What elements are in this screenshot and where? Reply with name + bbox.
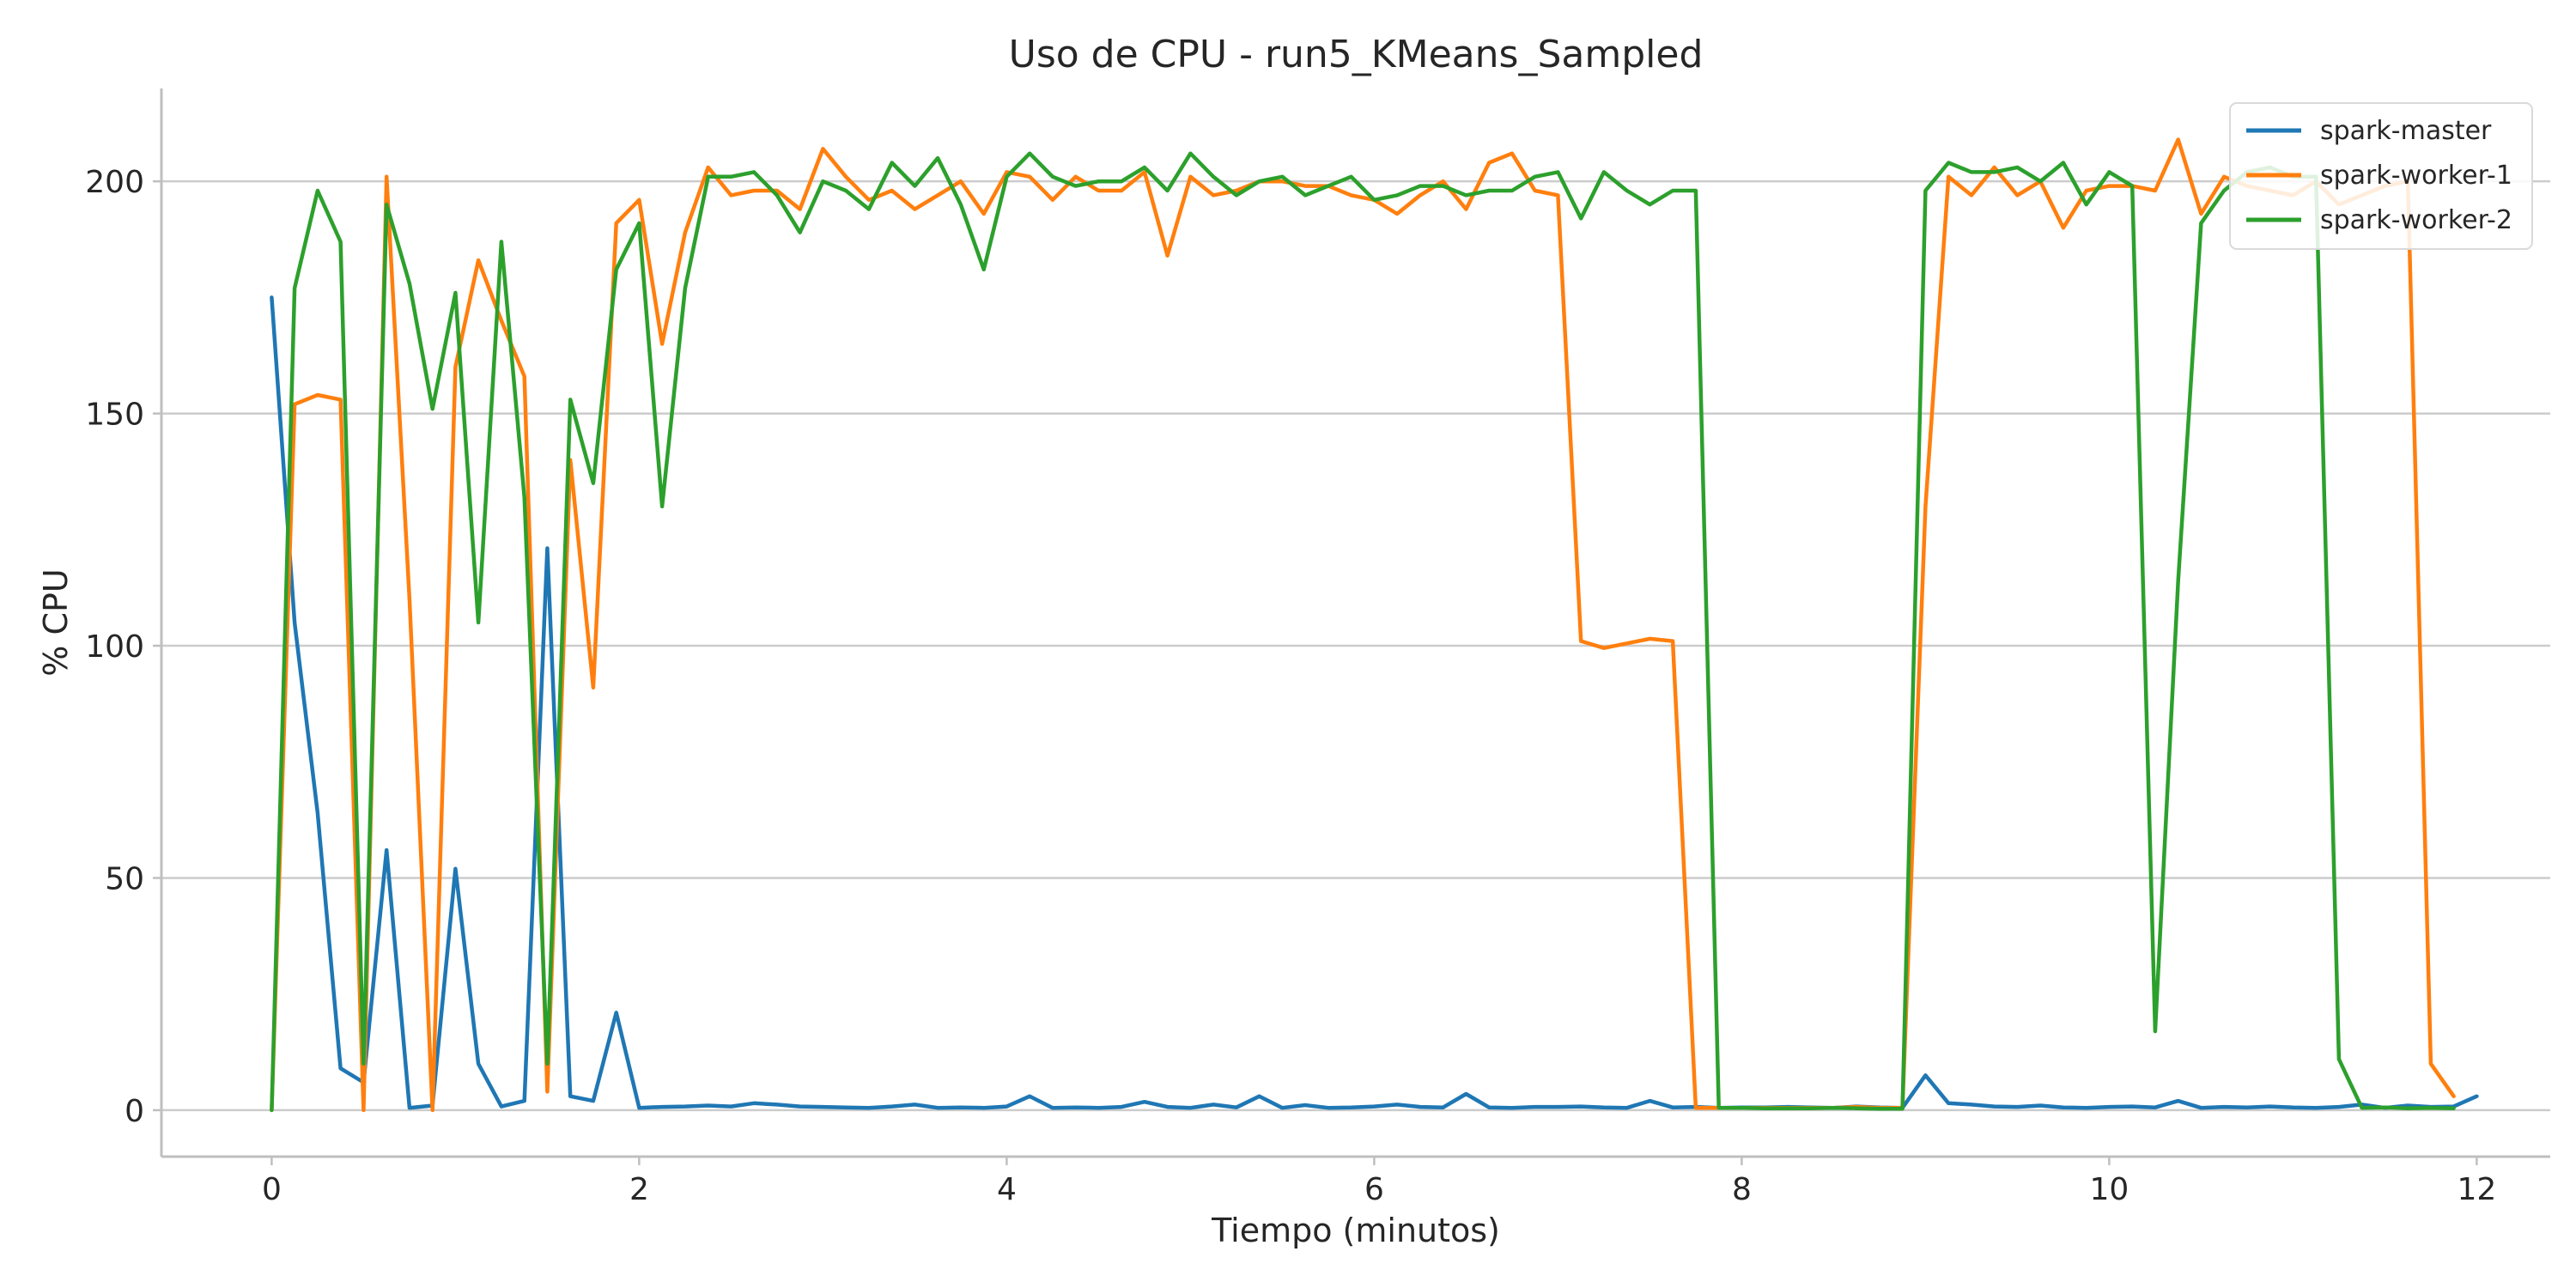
axes-spines (160, 88, 2550, 1158)
x-tick-label: 8 (1732, 1172, 1752, 1207)
x-tick-label: 0 (262, 1172, 282, 1207)
series-line-spark-worker-1 (270, 137, 2456, 1113)
legend-box (2229, 102, 2533, 250)
x-tick-label: 10 (2089, 1172, 2129, 1207)
series-line-spark-master (270, 295, 2479, 1110)
x-tick-label: 4 (997, 1172, 1017, 1207)
y-tick-label: 50 (105, 861, 144, 896)
y-tick-label: 150 (85, 398, 144, 433)
legend-label-spark-worker-1: spark-worker-1 (2320, 161, 2512, 191)
x-axis-label: Tiempo (minutos) (1211, 1212, 1500, 1249)
series-line-spark-worker-2 (270, 151, 2456, 1113)
x-tick-label: 12 (2457, 1172, 2496, 1207)
x-tick-label: 6 (1364, 1172, 1384, 1207)
series-lines (270, 137, 2479, 1113)
y-tick-label: 0 (125, 1094, 144, 1129)
y-tick-label: 100 (85, 629, 144, 665)
legend-label-spark-master: spark-master (2320, 116, 2492, 146)
y-tick-label: 200 (85, 165, 144, 200)
axis-ticks: 0 50 100 150 200 0 2 4 6 8 10 12 (85, 165, 2496, 1207)
legend-label-spark-worker-2: spark-worker-2 (2320, 205, 2512, 235)
chart-title: Uso de CPU - run5_KMeans_Sampled (1009, 33, 1704, 76)
x-tick-label: 2 (629, 1172, 649, 1207)
gridlines (161, 179, 2550, 1112)
y-axis-label: % CPU (37, 568, 75, 676)
legend: spark-master spark-worker-1 spark-worker-2 (2229, 102, 2533, 250)
